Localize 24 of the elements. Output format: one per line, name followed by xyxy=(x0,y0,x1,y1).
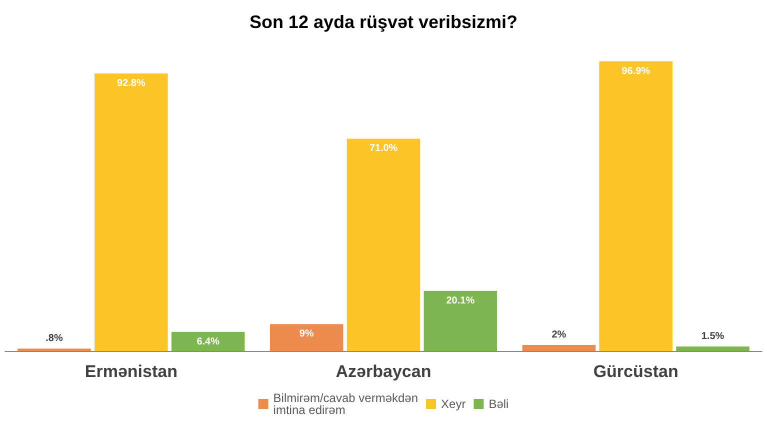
bar xyxy=(424,290,498,351)
bar xyxy=(599,61,672,351)
chart-title: Son 12 ayda rüşvət veribsizmi? xyxy=(249,12,518,32)
x-tick-label: Ermənistan xyxy=(84,362,178,381)
x-tick-label: Azərbaycan xyxy=(336,362,432,381)
data-label: 2% xyxy=(552,330,566,341)
data-label: 71.0% xyxy=(369,143,398,154)
data-label: 1.5% xyxy=(701,331,724,342)
legend-label: Xeyr xyxy=(441,397,466,411)
data-label: .8% xyxy=(46,333,63,344)
data-label: 9% xyxy=(299,328,314,340)
legend-label: Bəli xyxy=(488,397,509,411)
data-label: 96.9% xyxy=(622,66,650,77)
legend-label: Bilmirəm/cavab verməkdən imtina edirəm xyxy=(273,391,418,417)
data-label: 6.4% xyxy=(196,336,220,348)
data-label: 20.1% xyxy=(446,295,475,306)
bar xyxy=(94,74,168,351)
x-tick-label: Gürcüstan xyxy=(593,362,678,381)
bar xyxy=(522,345,596,351)
bar xyxy=(270,324,344,351)
bar xyxy=(346,138,420,351)
data-label: 92.8% xyxy=(116,78,146,90)
bar xyxy=(676,346,750,351)
bar xyxy=(171,332,245,351)
